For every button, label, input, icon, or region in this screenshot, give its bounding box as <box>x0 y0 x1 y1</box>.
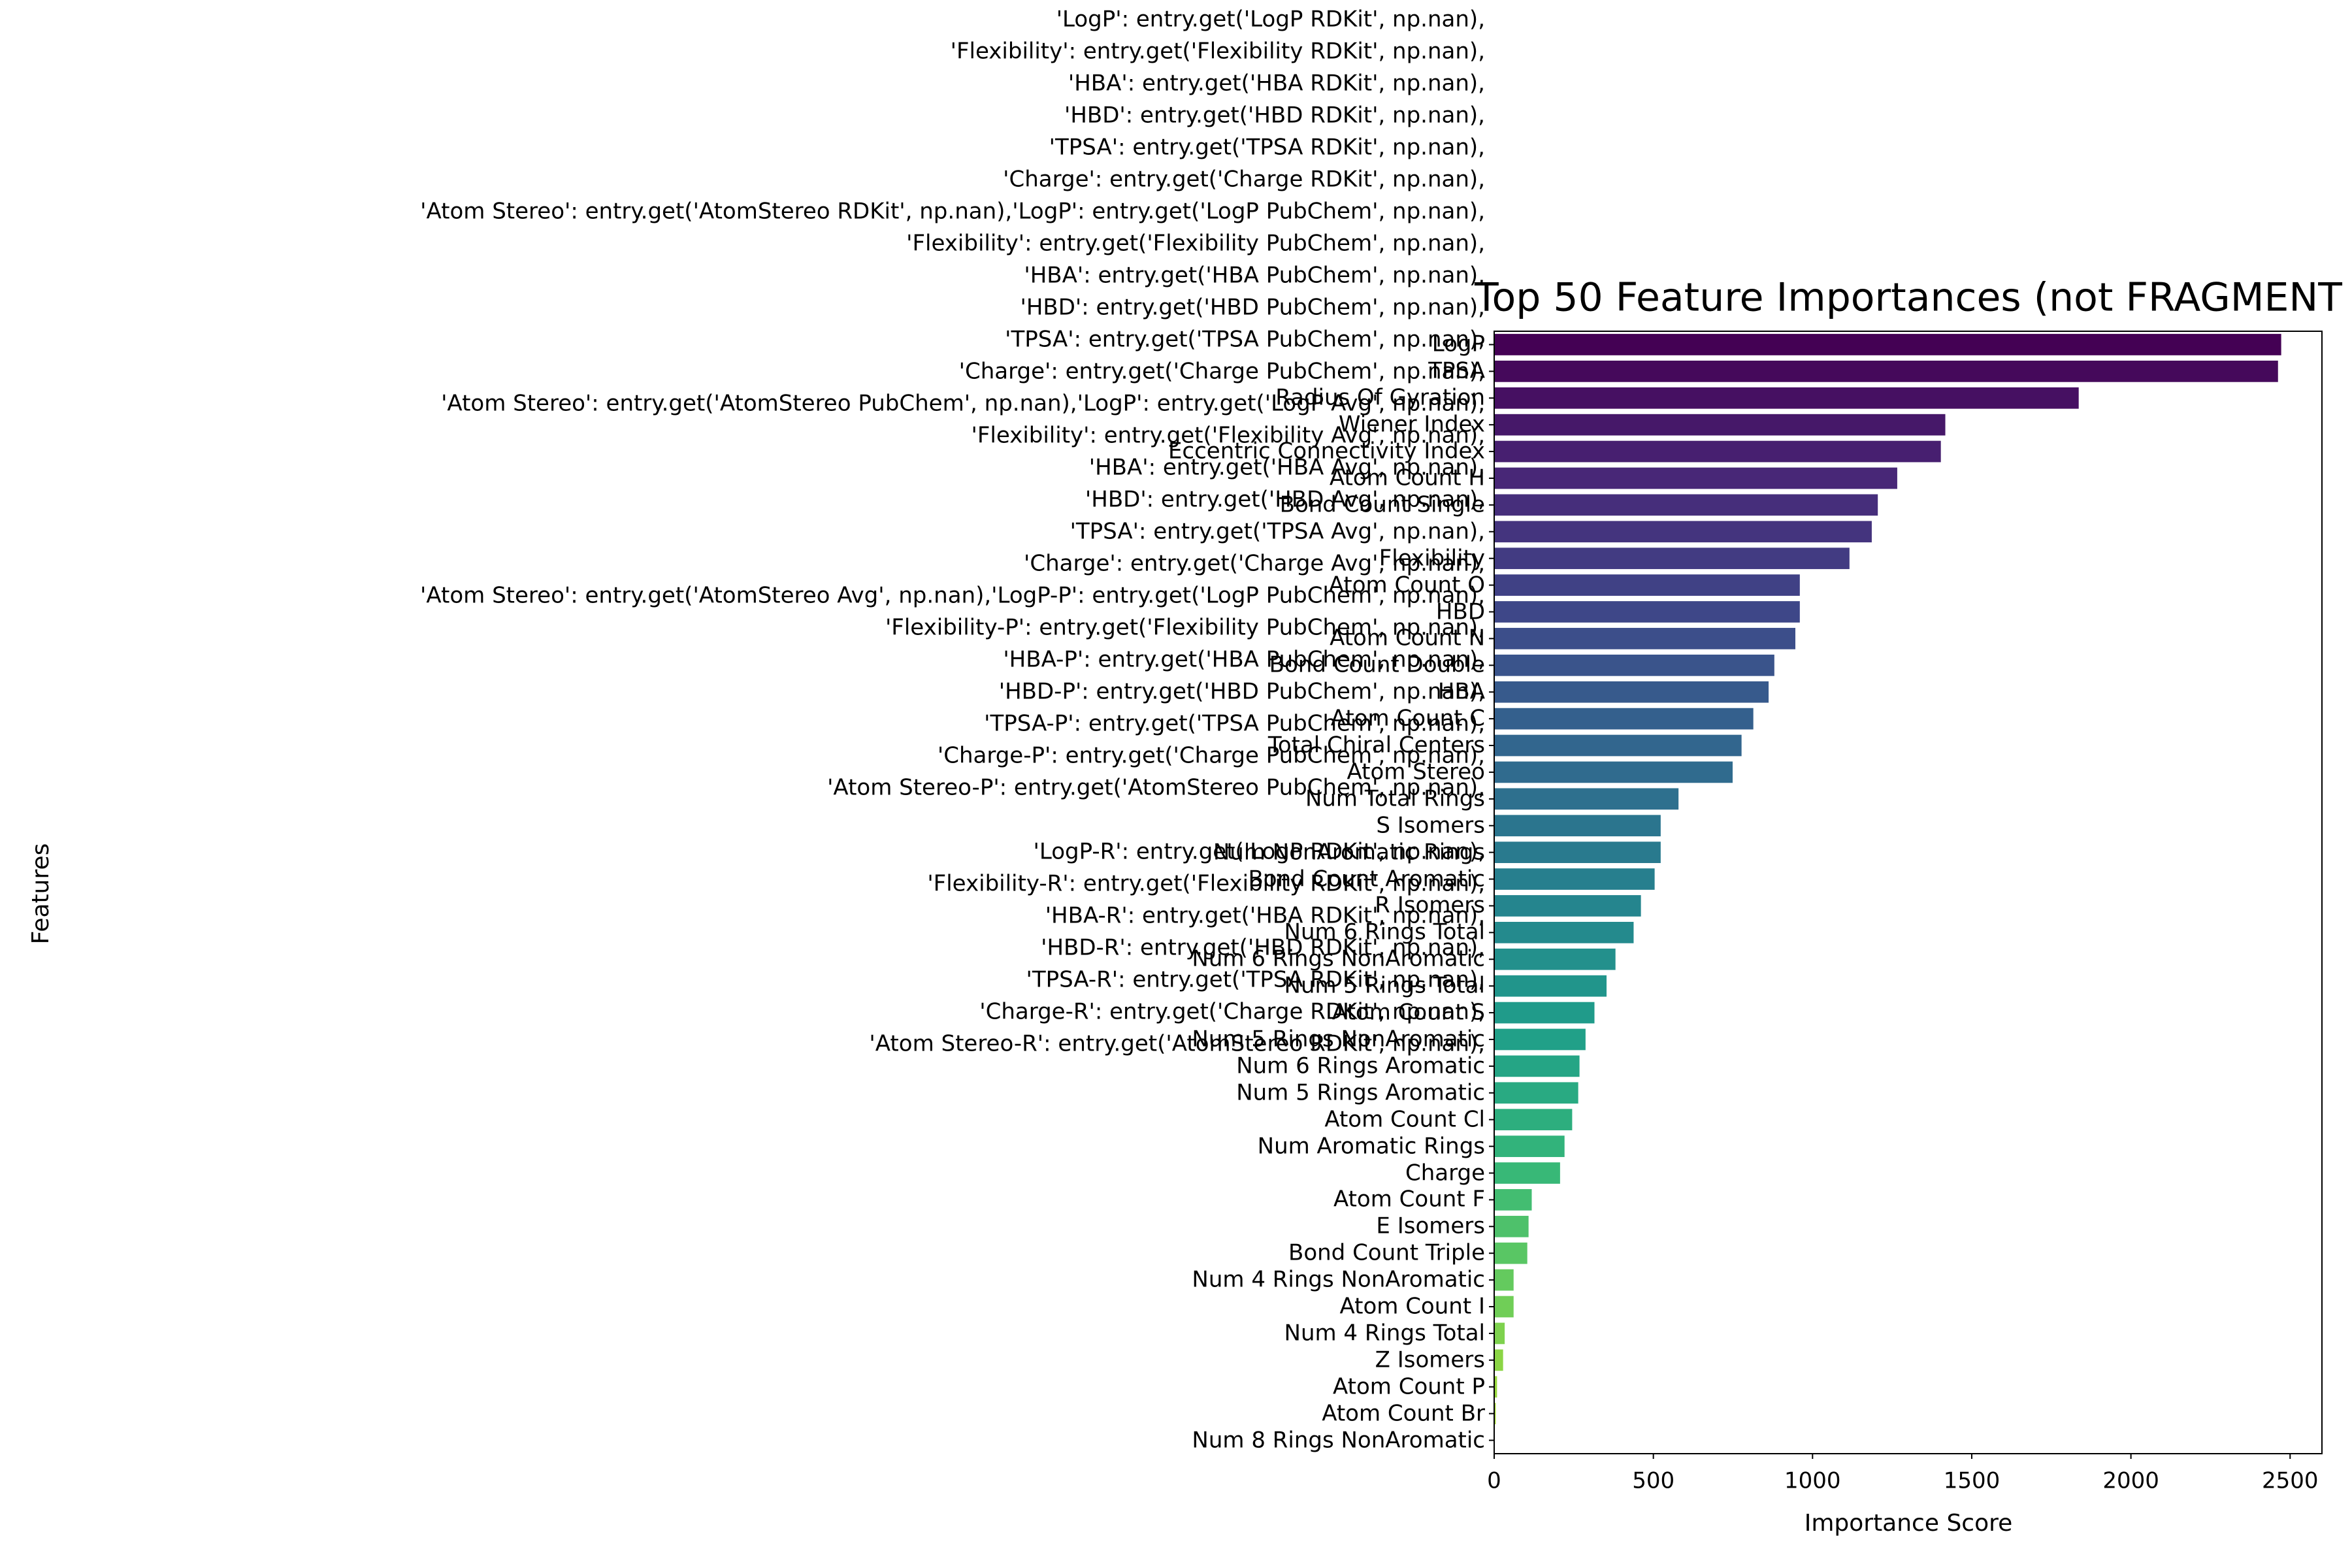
bar <box>1494 1242 1527 1264</box>
y-tick-label: Num 6 Rings Total <box>1284 919 1485 945</box>
y-tick-label: Eccentric Connectivity Index <box>1168 438 1485 465</box>
y-tick-label: Num NonAromatic Rings <box>1213 839 1485 866</box>
y-tick-label: Num 6 Rings NonAromatic <box>1192 945 1485 972</box>
bar <box>1494 414 1946 436</box>
y-tick-label: Bond Count Double <box>1269 651 1485 678</box>
y-tick-label: Num 6 Rings Aromatic <box>1236 1053 1485 1079</box>
bar <box>1494 1322 1505 1345</box>
plot-frame <box>1494 331 2323 1454</box>
bar <box>1494 734 1742 757</box>
bar <box>1494 601 1800 623</box>
bar <box>1494 1269 1514 1291</box>
bar <box>1494 387 2079 409</box>
bar <box>1494 761 1733 783</box>
y-tick-label: Num 4 Rings Total <box>1284 1320 1485 1347</box>
y-tick-label: R Isomers <box>1375 892 1485 919</box>
bar <box>1494 788 1679 810</box>
y-tick-label: Charge <box>1405 1160 1485 1186</box>
y-tick-label: Atom Count C <box>1330 705 1485 732</box>
bar <box>1494 1055 1580 1077</box>
bar <box>1494 521 1872 543</box>
bar <box>1494 1215 1529 1237</box>
y-tick-label: Atom Count Cl <box>1324 1106 1485 1133</box>
bar <box>1494 1135 1565 1157</box>
bar <box>1494 895 1641 917</box>
y-tick-label: Num 5 Rings NonAromatic <box>1192 1026 1485 1053</box>
bar <box>1494 1082 1578 1104</box>
y-tick-label: Atom Count S <box>1331 999 1485 1026</box>
bar <box>1494 948 1616 970</box>
bar <box>1494 547 1850 570</box>
x-tick-label: 1500 <box>1944 1468 2001 1494</box>
y-tick-label: Atom Count N <box>1330 625 1485 651</box>
y-tick-label: Atom Count I <box>1339 1293 1485 1320</box>
y-tick-label: HBA <box>1437 678 1485 705</box>
y-tick-label: E Isomers <box>1376 1213 1485 1239</box>
bar <box>1494 1028 1586 1051</box>
x-tick-label: 500 <box>1632 1468 1674 1494</box>
y-tick-label: LogP <box>1431 331 1485 357</box>
bar <box>1494 708 1754 730</box>
y-tick-label: Z Isomers <box>1375 1347 1485 1373</box>
bar <box>1494 815 1661 837</box>
bar <box>1494 440 1941 463</box>
bar <box>1494 494 1878 516</box>
x-axis-label: Importance Score <box>1805 1510 2013 1537</box>
bar <box>1494 628 1795 649</box>
bar <box>1494 334 2281 355</box>
bar <box>1494 1002 1595 1024</box>
y-axis-label: Features <box>27 843 54 945</box>
y-tick-label: Radius Of Gyration <box>1275 384 1485 411</box>
x-tick-label: 1000 <box>1784 1468 1841 1494</box>
y-tick-label: Atom Count P <box>1332 1373 1485 1400</box>
y-tick-label: 'LogP': entry.get('LogP RDKit', np.nan),… <box>420 6 1485 1057</box>
y-tick-label: Wiener Index <box>1338 411 1485 438</box>
bar <box>1494 360 2278 382</box>
bar <box>1494 681 1769 703</box>
y-tick-label: Atom Count Br <box>1322 1400 1485 1427</box>
y-tick-label: Num Aromatic Rings <box>1257 1133 1485 1160</box>
y-tick-label: Bond Count Triple <box>1288 1239 1485 1266</box>
bar <box>1494 1109 1573 1131</box>
y-tick-label: Bond Count Aromatic <box>1248 866 1485 892</box>
chart-title: Top 50 Feature Importances (not FRAGMENT <box>1474 275 2342 321</box>
bar <box>1494 1296 1514 1318</box>
bar <box>1494 868 1655 890</box>
bar <box>1494 1162 1560 1184</box>
y-tick-label: Num 5 Rings Total <box>1284 972 1485 999</box>
x-tick-label: 2500 <box>2262 1468 2319 1494</box>
bar <box>1494 921 1634 943</box>
y-tick-label: Total Chiral Centers <box>1267 732 1485 759</box>
y-tick-label: Num 5 Rings Aromatic <box>1236 1079 1485 1106</box>
y-tick-label: Bond Count Single <box>1279 491 1485 518</box>
y-tick-label: Flexibility <box>1379 545 1485 572</box>
x-tick-label: 2000 <box>2102 1468 2159 1494</box>
bar <box>1494 975 1607 997</box>
bar <box>1494 841 1661 864</box>
bar <box>1494 574 1800 596</box>
y-tick-label: Num 4 Rings NonAromatic <box>1192 1266 1485 1293</box>
y-tick-label: S Isomers <box>1376 812 1485 839</box>
bar <box>1494 654 1774 676</box>
x-tick-label: 0 <box>1487 1468 1501 1494</box>
bar <box>1494 1349 1503 1371</box>
y-tick-label: TPSA <box>1428 357 1485 384</box>
y-tick-label: Atom Count F <box>1333 1186 1485 1213</box>
bar <box>1494 1403 1496 1425</box>
bar <box>1494 1376 1497 1398</box>
y-tick-label: HBD <box>1435 598 1485 625</box>
bar <box>1494 467 1897 489</box>
bar <box>1494 1189 1532 1211</box>
y-tick-label: Atom Stereo <box>1347 759 1485 785</box>
y-tick-label: Num 8 Rings NonAromatic <box>1192 1427 1485 1454</box>
y-tick-label: Atom Count H <box>1329 465 1485 491</box>
y-tick-label: Num Total Rings <box>1305 785 1485 812</box>
y-tick-label: Atom Count O <box>1328 572 1485 598</box>
